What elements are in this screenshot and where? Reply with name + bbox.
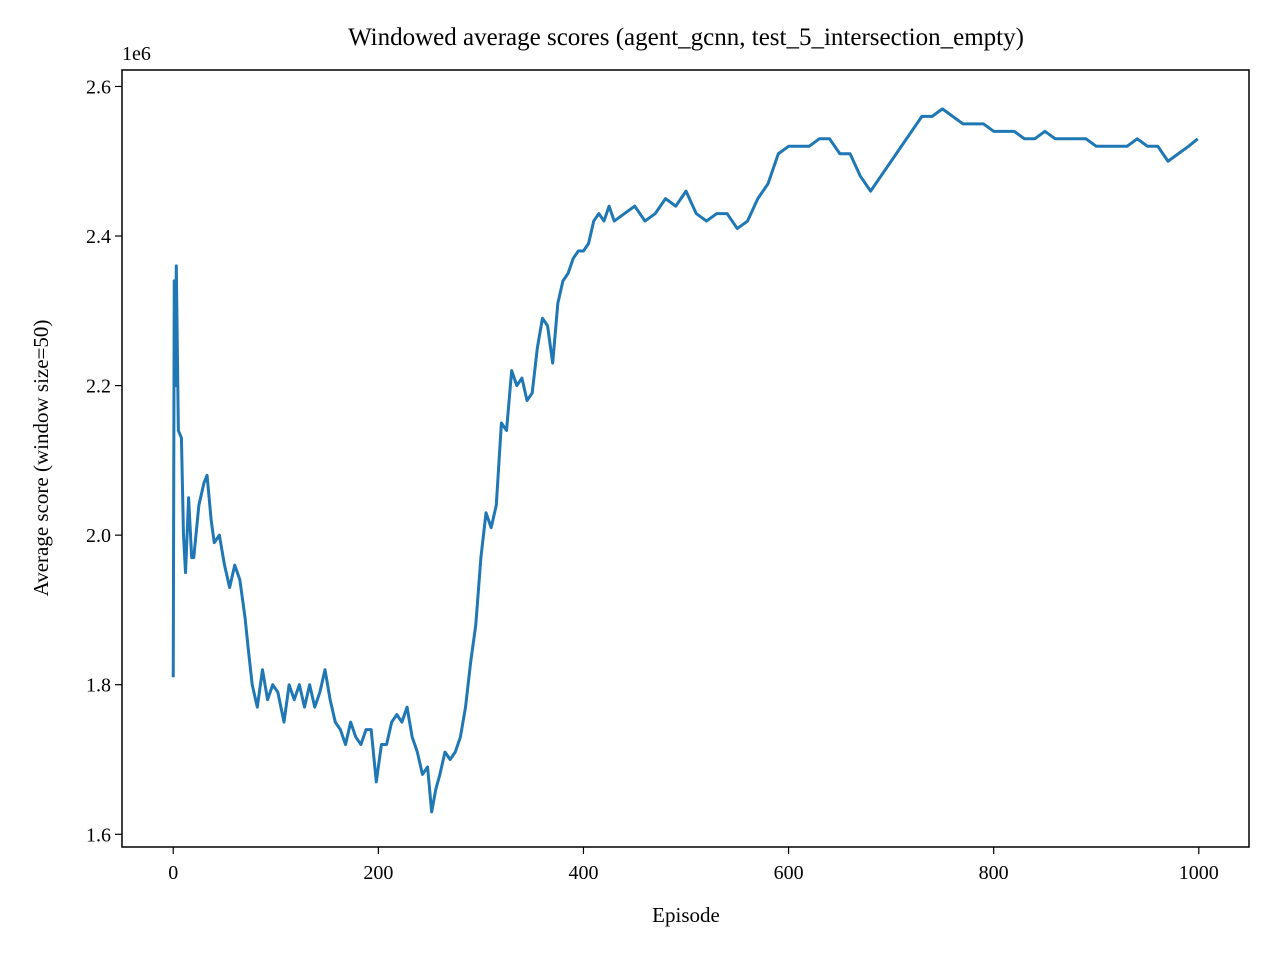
x-tick-label: 400 [568,862,598,884]
line-series [171,107,1199,814]
y-tick-label: 2.6 [86,76,111,98]
x-axis-label: Episode [652,903,720,927]
x-tick-label: 200 [363,862,393,884]
y-tick-label: 1.6 [86,824,111,846]
y-tick-label: 2.0 [86,525,111,547]
x-tick-label: 800 [979,862,1009,884]
chart-title: Windowed average scores (agent_gcnn, tes… [348,24,1024,51]
plot-frame [121,69,1250,848]
y-axis-label: Average score (window size=50) [29,320,53,597]
y-tick-label: 1.8 [86,675,111,697]
y-tick-label: 2.4 [86,226,111,248]
y-offset-label: 1e6 [122,43,151,65]
x-tick-label: 1000 [1179,862,1219,884]
y-tick-label: 2.2 [86,376,111,398]
x-tick-label: 0 [168,862,178,884]
x-tick-label: 600 [774,862,804,884]
